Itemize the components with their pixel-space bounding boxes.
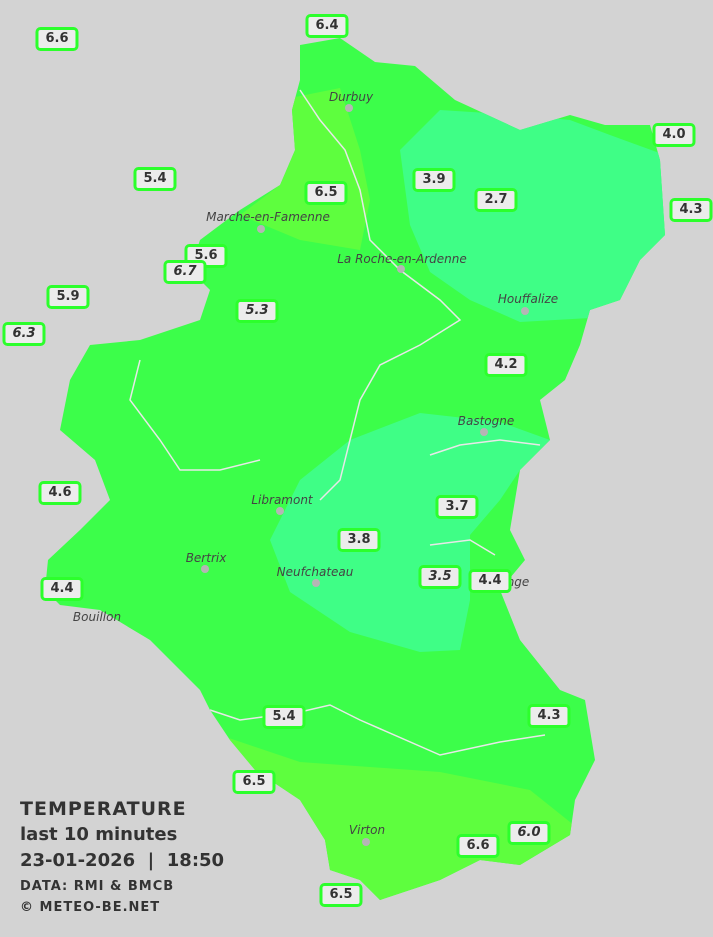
- legend-source: DATA: RMI & BMCB: [20, 879, 175, 894]
- rivers: [129, 89, 546, 756]
- station-temperature-label[interactable]: 6.6: [35, 27, 79, 51]
- city-label: La Roche-en-Ardenne: [337, 252, 467, 266]
- station-temperature-label[interactable]: 6.6: [456, 834, 500, 858]
- map-legend: TEMPERATURE last 10 minutes 23-01-2026 |…: [20, 796, 224, 918]
- city-dot: [345, 104, 353, 112]
- city-label: Houffalize: [497, 292, 559, 306]
- station-temperature-label[interactable]: 3.5: [418, 565, 462, 589]
- station-temperature-label[interactable]: 5.3: [235, 299, 279, 323]
- city-dot: [276, 507, 284, 515]
- station-temperature-label[interactable]: 4.4: [40, 577, 84, 601]
- city-dot: [201, 565, 209, 573]
- station-temperature-label[interactable]: 6.5: [232, 770, 276, 794]
- legend-datetime: 23-01-2026 | 18:50: [20, 850, 225, 871]
- station-temperature-label[interactable]: 6.0: [507, 821, 551, 845]
- city-dot: [312, 579, 320, 587]
- zone-teal-south: [270, 413, 550, 652]
- legend-copyright: © METEO-BE.NET: [20, 900, 161, 915]
- city-label: Bouillon: [72, 610, 122, 624]
- station-temperature-label[interactable]: 3.9: [412, 168, 456, 192]
- city-label: Bastogne: [457, 414, 515, 428]
- station-temperature-label[interactable]: 5.4: [262, 705, 306, 729]
- station-temperature-label[interactable]: 5.9: [46, 285, 90, 309]
- legend-subtitle: last 10 minutes: [20, 824, 178, 845]
- city-dot: [397, 265, 405, 273]
- station-temperature-label[interactable]: 2.7: [474, 188, 518, 212]
- station-temperature-label[interactable]: 4.3: [527, 704, 571, 728]
- city-label: Virton: [348, 823, 386, 837]
- station-temperature-label[interactable]: 3.7: [435, 495, 479, 519]
- city-label: Marche-en-Famenne: [206, 210, 330, 224]
- city-label: Durbuy: [328, 90, 374, 104]
- city-label: Libramont: [251, 493, 313, 507]
- station-temperature-label[interactable]: 6.4: [305, 14, 349, 38]
- city-dot: [480, 428, 488, 436]
- city-label: Neufchateau: [276, 565, 354, 579]
- station-temperature-label[interactable]: 6.5: [319, 883, 363, 907]
- station-temperature-label[interactable]: 6.7: [163, 260, 207, 284]
- city-dot: [362, 838, 370, 846]
- legend-title: TEMPERATURE: [20, 798, 187, 820]
- station-temperature-label[interactable]: 4.6: [38, 481, 82, 505]
- city-dot: [521, 307, 529, 315]
- station-temperature-label[interactable]: 5.4: [133, 167, 177, 191]
- station-temperature-label[interactable]: 4.4: [468, 569, 512, 593]
- station-temperature-label[interactable]: 4.3: [669, 198, 713, 222]
- station-temperature-label[interactable]: 6.3: [2, 322, 46, 346]
- station-temperature-label[interactable]: 4.0: [652, 123, 696, 147]
- station-temperature-label[interactable]: 4.2: [484, 353, 528, 377]
- city-dot: [257, 225, 265, 233]
- station-temperature-label[interactable]: 6.5: [304, 181, 348, 205]
- zone-teal-northeast: [400, 110, 665, 322]
- city-label: Bertrix: [185, 551, 227, 565]
- zone-light-green-north: [240, 88, 370, 250]
- station-temperature-label[interactable]: 3.8: [337, 528, 381, 552]
- city-label: nge: [506, 575, 530, 589]
